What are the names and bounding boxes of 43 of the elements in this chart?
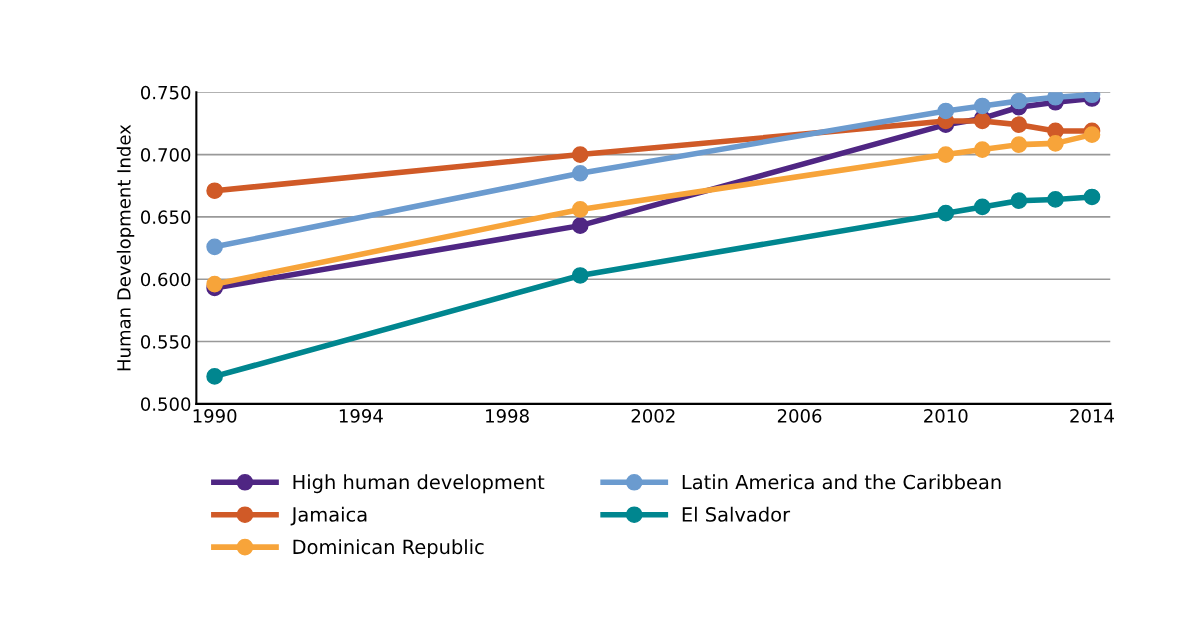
point [1083, 126, 1101, 143]
point [206, 368, 223, 385]
legend-label: Jamaica [290, 506, 367, 526]
legend-label: Dominican Republic [293, 539, 484, 558]
y-tick-label: 0.500 [140, 397, 191, 411]
x-tick-label: 2006 [777, 409, 822, 423]
point [1010, 116, 1028, 134]
x-tick-label: 2014 [1070, 409, 1114, 423]
point [571, 201, 589, 218]
y-tick-label: 0.750 [140, 85, 191, 100]
x-tick-label: 1994 [339, 409, 383, 423]
x-tick-label: 2010 [924, 409, 968, 423]
x-tick-label: 1998 [486, 409, 529, 423]
point [571, 217, 589, 234]
x-tick-label: 1990 [193, 409, 237, 423]
point [1047, 191, 1064, 208]
point [937, 204, 955, 222]
legend-label: High human development [293, 474, 545, 494]
y-axis-title: Human Development Index [116, 124, 135, 371]
point [1010, 192, 1028, 210]
y-tick-label: 0.600 [140, 272, 191, 287]
point [571, 267, 589, 284]
point [973, 141, 991, 158]
point [1083, 188, 1101, 206]
legend-label: El Salvador [682, 506, 791, 522]
point [1047, 135, 1064, 152]
point [937, 102, 955, 120]
point [1010, 92, 1028, 110]
point [206, 238, 223, 256]
point [1010, 136, 1028, 153]
point [1047, 92, 1064, 106]
y-tick-label: 0.650 [140, 210, 191, 225]
point [206, 275, 223, 293]
point [937, 146, 955, 163]
point [973, 97, 991, 115]
y-tick-label: 0.550 [140, 334, 191, 349]
point [571, 164, 589, 182]
point [206, 182, 223, 200]
point [571, 146, 589, 163]
legend-label: Latin America and the Caribbean [682, 474, 1001, 490]
point [973, 198, 991, 216]
y-tick-label: 0.700 [140, 148, 191, 162]
x-tick-label: 2002 [631, 409, 675, 423]
